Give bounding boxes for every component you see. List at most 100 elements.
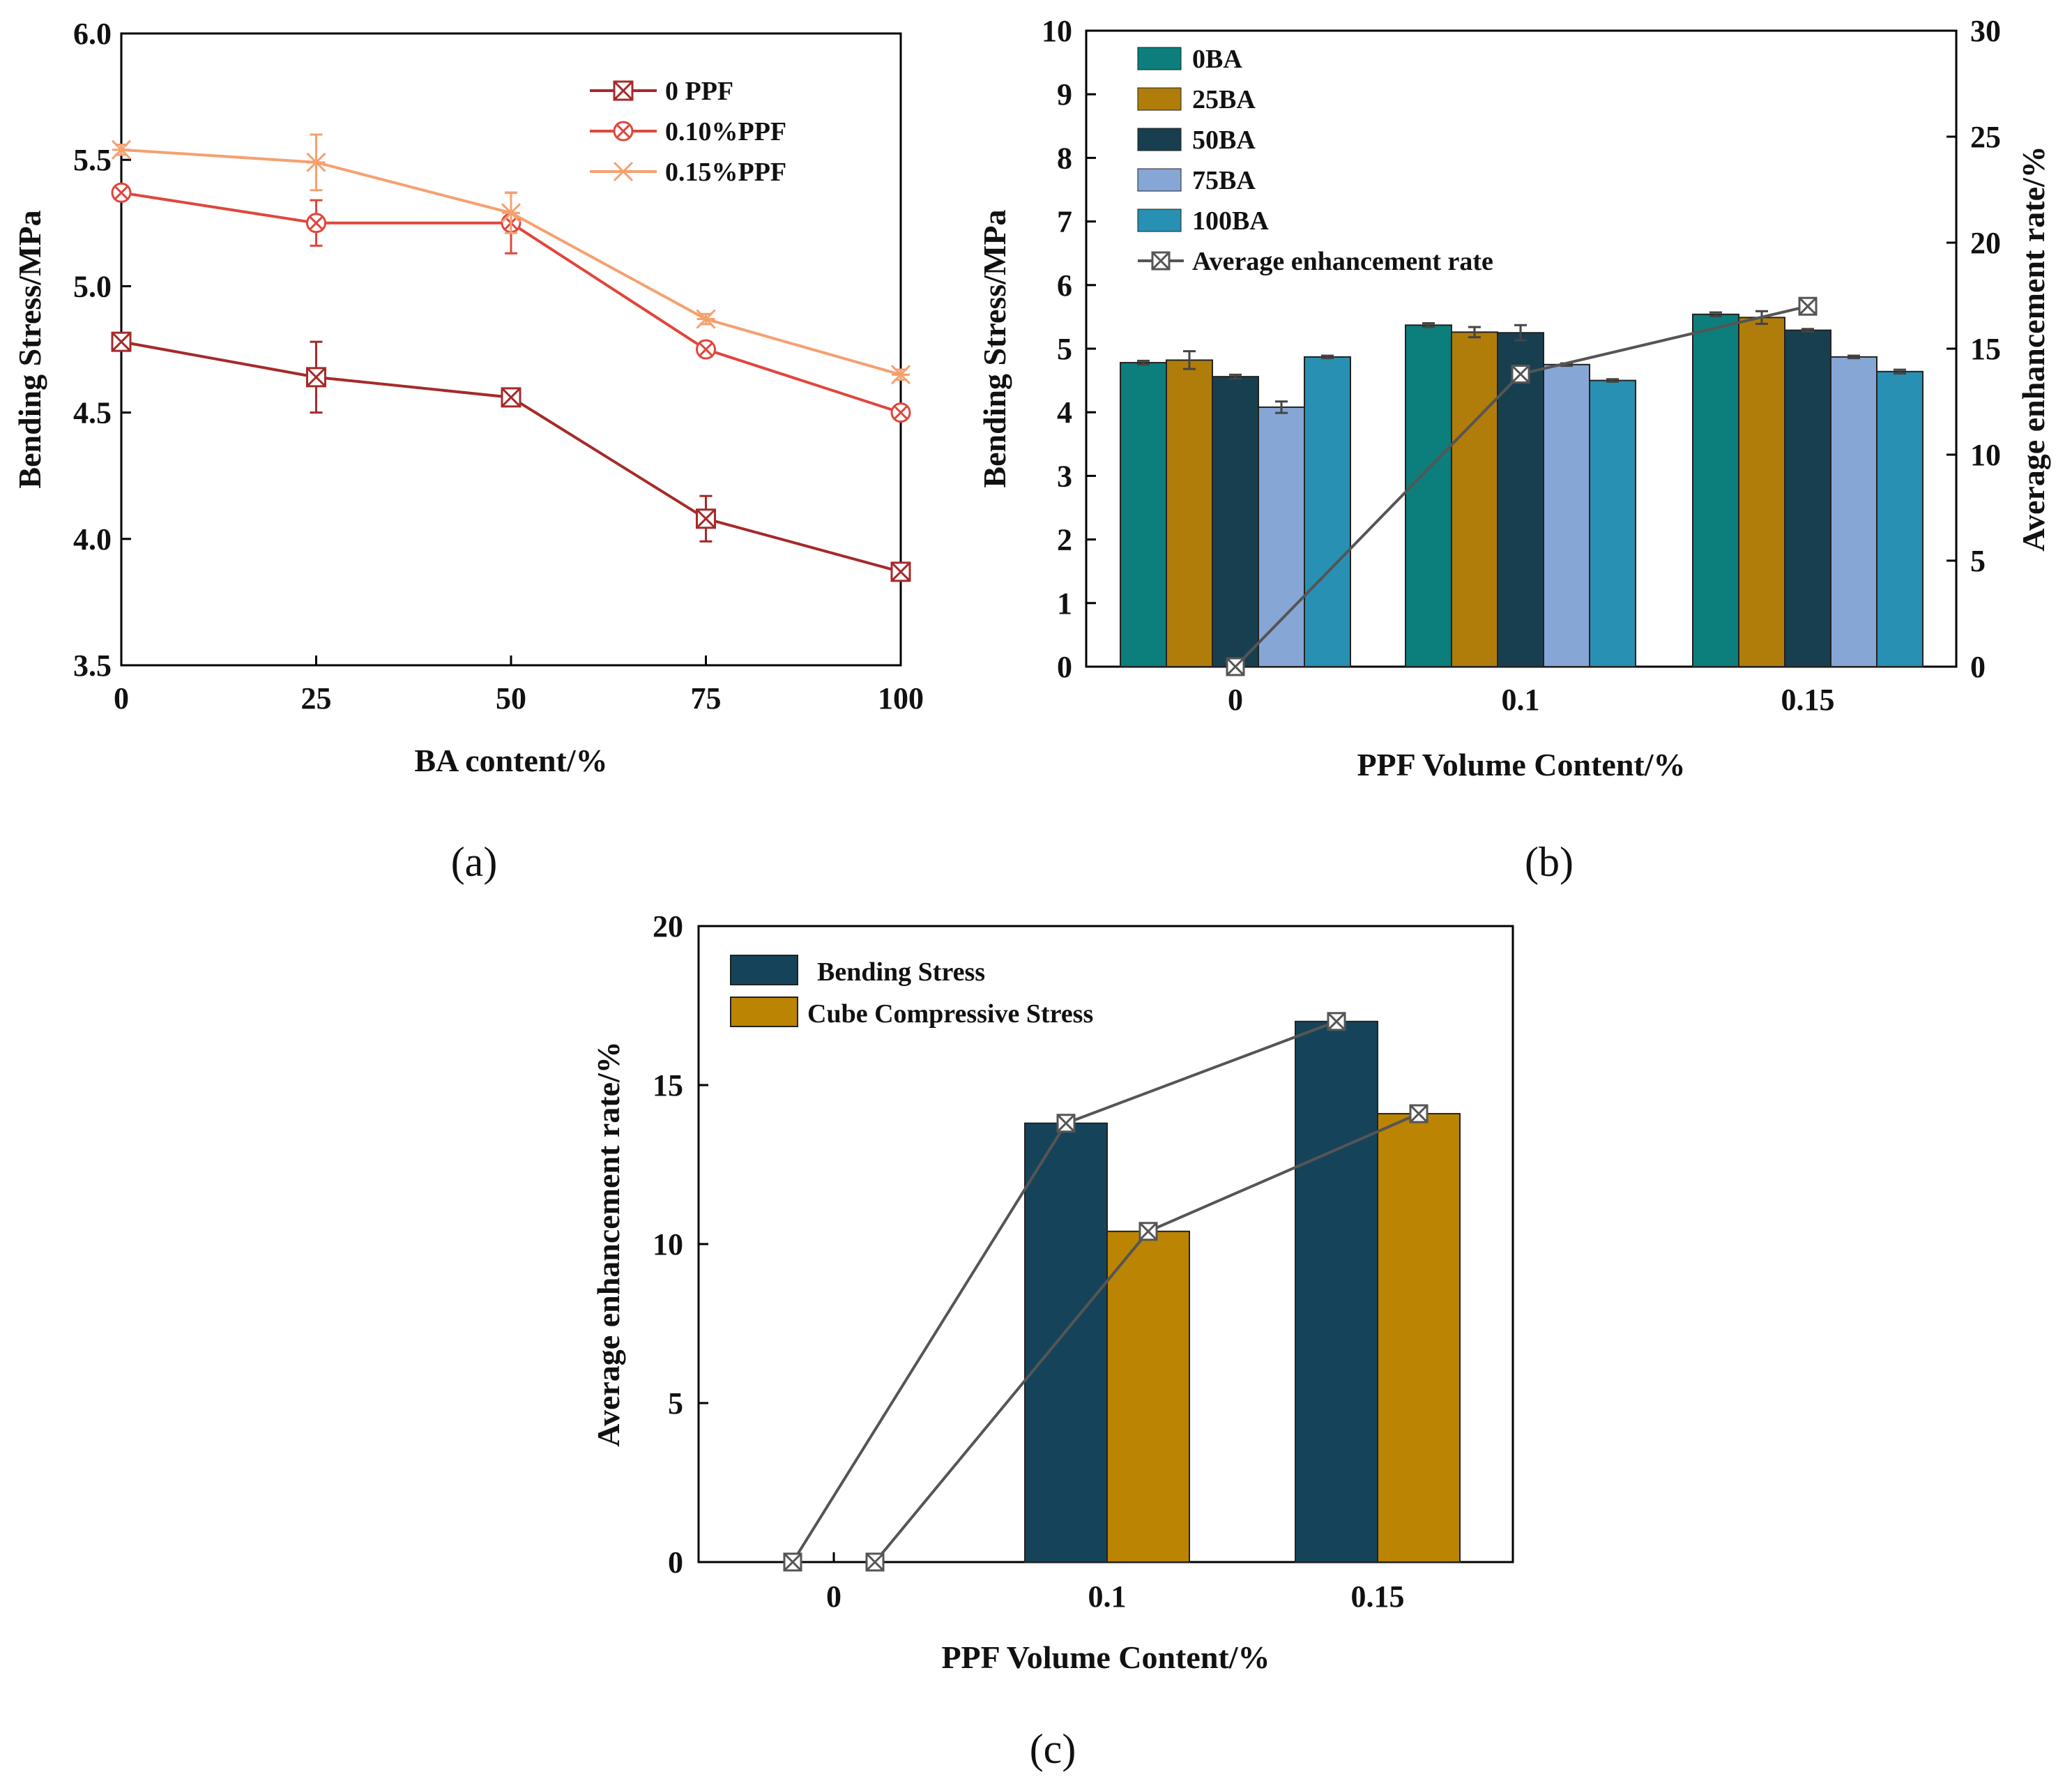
- bar-c-0: [1295, 1020, 1378, 1563]
- data-point-a-0-x2: [696, 508, 716, 529]
- data-point-a-0-x2: [890, 561, 911, 582]
- legend-swatch-b: [1137, 168, 1182, 192]
- y-tick-label-c: 10: [653, 1227, 683, 1262]
- data-point-a-0: [890, 561, 911, 582]
- legend-marker-a-x2: [616, 123, 631, 139]
- y-tick-label-a: 5.0: [73, 269, 112, 303]
- data-point-a-1: [890, 402, 911, 423]
- data-point-a-0-x2: [501, 387, 521, 407]
- trend-point-c-1-x2: [1138, 1222, 1158, 1241]
- bar-b-100BA: [1304, 356, 1351, 667]
- y-tick-label-a: 4.0: [73, 522, 112, 556]
- trend-point-c-0-x2: [1327, 1012, 1346, 1031]
- bar-c-1: [1377, 1113, 1461, 1563]
- error-bar-b: [1137, 359, 1150, 366]
- error-bar-b: [1709, 311, 1722, 317]
- y-tick-label-c: 0: [668, 1545, 683, 1579]
- y-tick-label-a: 5.5: [73, 143, 112, 177]
- legend-label-b: 25BA: [1192, 85, 1256, 114]
- legend-label-a: 0.10%PPF: [665, 117, 786, 146]
- bar-b-25BA: [1451, 331, 1498, 667]
- trend-point-c-1-x2: [1409, 1104, 1429, 1123]
- legend-label-b: 50BA: [1192, 126, 1256, 155]
- trend-point-c-1: [865, 1552, 885, 1572]
- x-tick-label-c: 0.15: [1351, 1579, 1405, 1614]
- caption-a: (a): [451, 839, 498, 885]
- data-point-a-1-x2: [893, 405, 908, 420]
- legend-marker-b: [1151, 251, 1171, 271]
- y-tick-label-b: 0: [1057, 650, 1072, 684]
- x-tick-label-b: 0: [1228, 683, 1243, 717]
- legend-swatch-c: [730, 955, 798, 985]
- data-point-a-1: [111, 182, 132, 203]
- y-tick-label-a: 4.5: [73, 396, 112, 430]
- y2-tick-label-b: 15: [1970, 332, 2001, 366]
- y-tick-label-b: 6: [1057, 268, 1072, 303]
- y2-tick-label-b: 25: [1970, 120, 2001, 154]
- y-tick-label-b: 8: [1057, 141, 1072, 175]
- data-point-a-1-x2: [114, 185, 129, 200]
- data-point-a-1: [696, 339, 716, 360]
- enhancement-point-b-x2: [1798, 297, 1818, 316]
- legend-swatch-b: [1137, 128, 1182, 151]
- y-tick-label-a: 6.0: [73, 17, 112, 51]
- data-point-a-2: [890, 365, 911, 385]
- bar-b-75BA: [1543, 363, 1590, 667]
- x-tick-label-b: 0.15: [1781, 683, 1835, 717]
- trend-point-c-0: [1327, 1012, 1346, 1031]
- enhancement-point-b: [1511, 364, 1530, 384]
- y-tick-label-b: 4: [1057, 395, 1072, 430]
- x-axis-label-c: PPF Volume Content/%: [941, 1639, 1270, 1675]
- y2-tick-label-b: 20: [1970, 226, 2001, 260]
- y2-tick-label-b: 5: [1970, 544, 1986, 578]
- legend-marker-a: [613, 161, 634, 182]
- x-tick-label-c: 0: [826, 1579, 841, 1614]
- series-line-a-0: [121, 340, 901, 573]
- data-point-a-1-x2: [699, 342, 713, 357]
- x-tick-label-b: 0.1: [1502, 683, 1540, 717]
- trend-point-c-1: [1138, 1222, 1158, 1241]
- data-point-a-0-x2: [306, 367, 326, 387]
- error-bar-b: [1468, 326, 1481, 339]
- y-tick-label-a: 3.5: [73, 649, 112, 683]
- y2-tick-label-b: 0: [1970, 650, 1986, 684]
- enhancement-point-b-x2: [1226, 657, 1245, 676]
- legend-marker-a: [613, 80, 634, 101]
- bar-b-25BA: [1166, 359, 1213, 668]
- enhancement-point-b: [1798, 296, 1818, 316]
- bar-c-1: [1106, 1230, 1190, 1563]
- bar-b-100BA: [1589, 379, 1636, 667]
- y-tick-label-b: 3: [1057, 459, 1072, 493]
- caption-b: (b): [1525, 839, 1574, 885]
- data-point-a-0-x2: [111, 332, 132, 352]
- legend-swatch-b: [1137, 47, 1182, 70]
- legend-label-c: Cube Compressive Stress: [807, 999, 1093, 1029]
- data-point-a-0: [306, 367, 326, 388]
- trend-point-c-1-x2: [865, 1552, 885, 1572]
- error-bar-b: [1422, 322, 1435, 328]
- trend-point-c-1: [1409, 1104, 1429, 1123]
- bar-b-0BA: [1120, 362, 1167, 668]
- y-axis-label-b: Bending Stress/MPa: [977, 209, 1012, 487]
- bar-c-0: [1024, 1122, 1108, 1563]
- error-bar-b: [1321, 354, 1334, 360]
- data-point-a-1-x2: [309, 215, 323, 230]
- legend-swatch-c: [730, 997, 798, 1027]
- legend-label-a: 0 PPF: [665, 77, 733, 106]
- y-tick-label-b: 7: [1057, 205, 1072, 239]
- x-axis-label-b: PPF Volume Content/%: [1357, 747, 1685, 782]
- trend-point-c-0: [1056, 1114, 1076, 1133]
- x-tick-label-a: 0: [114, 681, 129, 715]
- legend-label-a: 0.15%PPF: [665, 158, 786, 187]
- error-bar-b: [1894, 368, 1906, 375]
- data-point-a-0: [696, 508, 716, 529]
- data-point-a-2: [501, 203, 521, 223]
- y-tick-label-c: 5: [668, 1386, 683, 1420]
- legend-marker-b-x2: [1151, 251, 1171, 271]
- bar-b-75BA: [1258, 406, 1305, 667]
- bar-b-50BA: [1784, 329, 1831, 667]
- y2-tick-label-b: 10: [1970, 438, 2001, 472]
- bar-b-0BA: [1405, 324, 1452, 667]
- error-bar-b: [1801, 328, 1814, 333]
- error-bar-b: [1183, 350, 1196, 370]
